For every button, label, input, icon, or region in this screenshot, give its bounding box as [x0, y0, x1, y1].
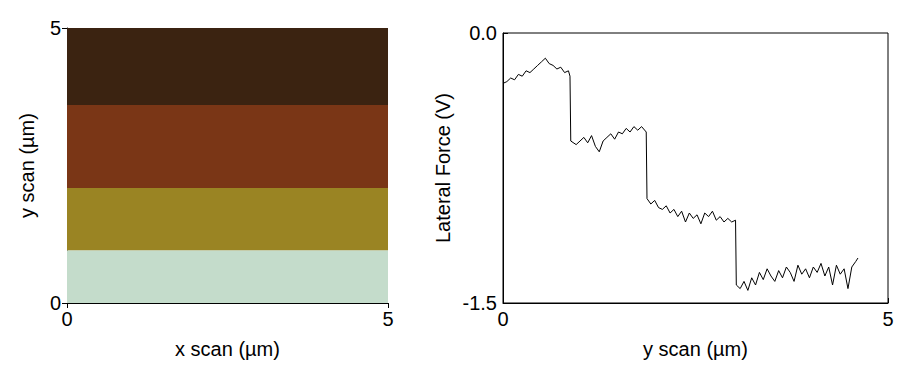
- svg-text:Lateral Force (V): Lateral Force (V): [432, 93, 454, 243]
- svg-text:y scan (µm): y scan (µm): [643, 338, 748, 360]
- svg-text:5: 5: [882, 308, 893, 330]
- svg-text:x scan (µm): x scan (µm): [175, 338, 280, 360]
- svg-text:5: 5: [382, 308, 393, 330]
- svg-text:0: 0: [61, 308, 72, 330]
- svg-text:0.0: 0.0: [469, 22, 497, 44]
- svg-text:-1.5: -1.5: [463, 292, 497, 314]
- svg-text:y scan (µm): y scan (µm): [16, 113, 38, 218]
- svg-text:5: 5: [50, 17, 61, 39]
- svg-text:0: 0: [497, 308, 508, 330]
- svg-text:0: 0: [50, 292, 61, 314]
